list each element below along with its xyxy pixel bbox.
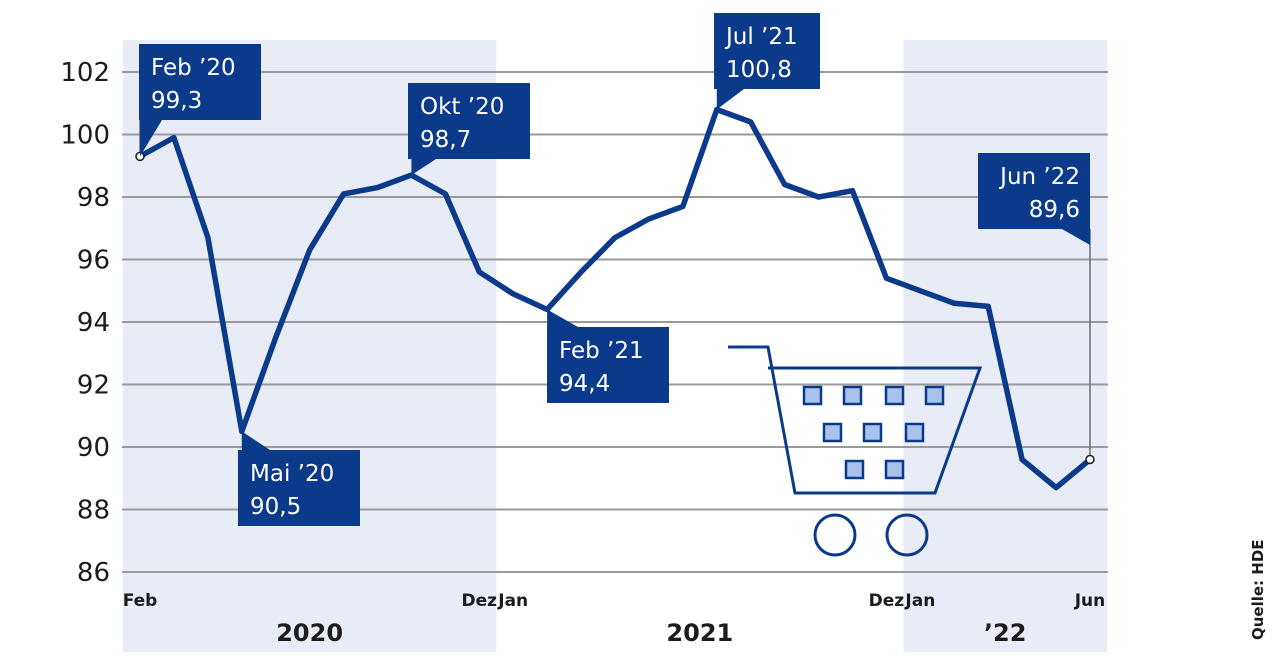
y-tick-label: 96 <box>77 246 110 276</box>
y-tick-label: 92 <box>77 371 110 401</box>
callout-value: 89,6 <box>1029 197 1080 223</box>
callout-box <box>238 450 360 526</box>
source-note: Quelle: HDE <box>1249 539 1267 640</box>
callout-label: Jun ’22 <box>998 164 1080 190</box>
callout: Mai ’20 90,5 <box>238 431 360 526</box>
callout-marker <box>1085 454 1095 465</box>
x-tick-label: Jan <box>904 591 935 611</box>
y-tick-label: 88 <box>77 496 110 526</box>
callout-value: 90,5 <box>250 494 301 520</box>
y-tick-label: 100 <box>60 121 110 151</box>
callout-pointer <box>241 431 270 450</box>
year-label: 2020 <box>276 619 343 647</box>
year-label: ’22 <box>984 619 1027 647</box>
callout: Okt ’20 98,7 <box>408 83 530 176</box>
year-label: 2021 <box>666 619 733 647</box>
callout-box <box>714 13 820 89</box>
callout-value: 94,4 <box>559 371 610 397</box>
callout-box <box>978 153 1090 229</box>
y-tick-label: 94 <box>77 308 110 338</box>
year-labels: 2020 2021 ’22 <box>276 619 1026 647</box>
callout-pointer <box>140 120 162 157</box>
callout-value: 98,7 <box>420 127 471 153</box>
y-tick-label: 86 <box>77 558 110 588</box>
year-band <box>903 40 1107 652</box>
callout-box <box>139 44 261 120</box>
y-axis-ticks: 86 88 90 92 94 96 98 100 102 <box>60 58 110 588</box>
y-tick-label: 98 <box>77 183 110 213</box>
x-tick-label: Jan <box>497 591 528 611</box>
callout-pointer <box>411 159 436 176</box>
series-line <box>137 106 1093 491</box>
x-axis-ticks: Feb Dez Jan Dez Jan Jun <box>123 591 1106 611</box>
callout-label: Feb ’21 <box>559 338 644 364</box>
callout-value: 100,8 <box>726 57 792 83</box>
callout-label: Jul ’21 <box>724 24 798 50</box>
callout-box <box>547 327 669 403</box>
y-tick-label: 102 <box>60 58 110 88</box>
callout: Jun ’22 89,6 <box>978 153 1095 465</box>
callout-label: Okt ’20 <box>420 94 504 120</box>
callout-pointer <box>1062 229 1090 245</box>
callout: Jul ’21 100,8 <box>714 13 820 110</box>
x-tick-label: Feb <box>123 591 158 611</box>
callout-label: Feb ’20 <box>151 55 236 81</box>
callout-box <box>408 83 530 159</box>
callout: Feb ’20 99,3 <box>135 44 261 162</box>
callout: Feb ’21 94,4 <box>547 309 669 403</box>
x-tick-label: Dez <box>462 591 498 611</box>
callout-pointer <box>716 89 744 110</box>
shopping-cart-icon <box>728 345 983 557</box>
x-tick-label: Dez <box>869 591 905 611</box>
annotations: Feb ’20 99,3 Mai ’20 90,5 Okt ’20 98,7 Feb ’21… <box>135 13 1095 526</box>
gridlines <box>122 71 1108 573</box>
y-tick-label: 90 <box>77 433 110 463</box>
x-tick-label: Jun <box>1074 591 1106 611</box>
callout-value: 99,3 <box>151 88 202 114</box>
callout-pointer <box>547 309 578 327</box>
callout-label: Mai ’20 <box>250 461 334 487</box>
